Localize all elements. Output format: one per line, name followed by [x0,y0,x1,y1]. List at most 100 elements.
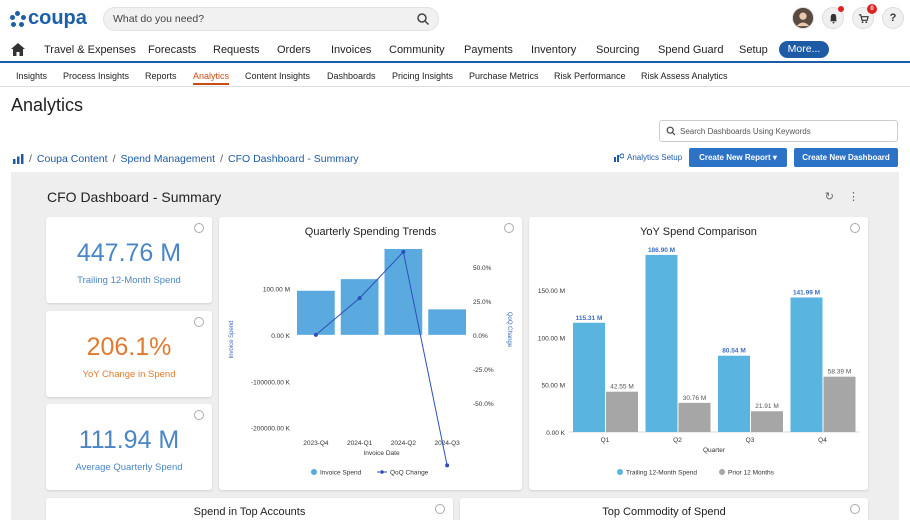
subnav-risk-performance[interactable]: Risk Performance [554,71,626,81]
bell-icon [829,13,837,24]
nav-sourcing[interactable]: Sourcing [596,44,640,56]
y2-tick-label: 50.0% [473,265,492,272]
card-title: Spend in Top Accounts [193,506,306,518]
breadcrumb: / Coupa Content / Spend Management / CFO… [13,153,359,165]
nav-inventory[interactable]: Inventory [531,44,577,56]
nav-forecasts[interactable]: Forecasts [148,44,197,56]
legend-marker [617,469,623,475]
cart-badge: 0 [867,4,877,14]
settings-icon[interactable] [435,504,445,514]
settings-icon[interactable] [850,223,860,233]
kpi-card-yoy-change: 206.1% YoY Change in Spend [46,311,212,397]
breadcrumb-coupa-content[interactable]: Coupa Content [36,153,108,165]
line-point [445,463,450,468]
y2-tick-label: 0.0% [473,333,488,340]
kpi-card-trailing-spend: 447.76 M Trailing 12-Month Spend [46,217,212,303]
home-icon[interactable] [11,43,25,56]
y-tick-label: -100000.00 K [251,379,291,386]
search-icon [666,126,676,136]
more-vertical-icon[interactable]: ⋮ [848,191,859,203]
subnav-content-insights[interactable]: Content Insights [245,71,311,81]
page-title: Analytics [11,95,84,115]
cart-button[interactable]: 0 [852,4,877,29]
breadcrumb-separator: / [112,153,116,165]
data-label: 115.31 M [576,315,603,322]
line-point [357,296,362,301]
subnav-insights[interactable]: Insights [16,71,48,81]
dashboard-keyword-search[interactable]: Search Dashboards Using Keywords [659,120,898,142]
y-tick-label: 0.00 K [546,430,565,437]
subnav-process-insights[interactable]: Process Insights [63,71,130,81]
keyword-search-input[interactable]: Search Dashboards Using Keywords [680,127,811,136]
coupa-logo[interactable]: coupa [10,7,87,30]
logo-mark-icon [10,10,26,27]
nav-payments[interactable]: Payments [464,44,513,56]
legend-label: QoQ Change [390,470,429,477]
x-tick-label: 2023-Q4 [303,440,329,447]
dashboard-canvas: CFO Dashboard - Summary ↻ ⋮ 447.76 M Tra… [11,172,899,520]
data-label: 21.91 M [755,403,779,410]
bar [645,254,678,432]
bar [606,391,638,432]
data-label: 80.54 M [722,348,746,355]
nav-spend-guard[interactable]: Spend Guard [658,44,724,56]
cart-icon [858,13,869,23]
user-avatar[interactable] [792,7,814,29]
bar [573,322,605,432]
data-label: 141.99 M [793,289,820,296]
nav-invoices[interactable]: Invoices [331,44,372,56]
x-axis-label: Quarter [703,447,726,454]
bar-chart-icon[interactable] [13,154,24,164]
settings-icon[interactable] [194,223,204,233]
refresh-icon[interactable]: ↻ [824,191,834,203]
kpi-value: 206.1% [86,333,172,361]
search-icon[interactable] [416,12,430,26]
x-tick-label: 2024-Q3 [434,440,460,447]
notifications-button[interactable] [822,6,844,29]
subnav-risk-assess-analytics[interactable]: Risk Assess Analytics [641,71,728,81]
create-new-report-button[interactable]: Create New Report ▾ [689,148,787,167]
x-tick-label: Q1 [601,437,610,444]
y-tick-label: 50.00 M [542,383,566,390]
avatar-icon [793,8,813,28]
y2-tick-label: 25.0% [473,299,492,306]
nav-requests[interactable]: Requests [213,44,260,56]
analytics-setup-link[interactable]: Analytics Setup [614,153,682,162]
help-icon: ? [889,12,897,24]
bar [790,297,823,432]
legend-marker [719,469,725,475]
global-search[interactable]: What do you need? [103,7,439,31]
nav-travel-expenses[interactable]: Travel & Expenses [44,44,136,56]
subnav-analytics[interactable]: Analytics [193,71,230,85]
breadcrumb-cfo-dashboard[interactable]: CFO Dashboard - Summary [227,153,359,165]
settings-icon[interactable] [194,317,204,327]
settings-icon[interactable] [850,504,860,514]
kpi-label: Trailing 12-Month Spend [77,275,181,286]
nav-community[interactable]: Community [389,44,445,56]
bar [678,402,711,432]
x-axis-label: Invoice Date [363,450,400,457]
data-label: 30.76 M [683,395,707,402]
more-button[interactable]: More... [779,41,829,58]
main-nav: Travel & Expenses Forecasts Requests Ord… [0,38,910,63]
nav-setup[interactable]: Setup [739,44,768,56]
chart-title: Quarterly Spending Trends [304,226,437,238]
search-input[interactable]: What do you need? [113,13,205,25]
subnav-purchase-metrics[interactable]: Purchase Metrics [469,71,539,81]
chart-card-yoy-comparison: YoY Spend Comparison 150.00 M 100.00 M 50.… [529,217,868,490]
kpi-value: 111.94 M [78,426,180,454]
dashboard-title: CFO Dashboard - Summary [47,189,222,205]
subnav-reports[interactable]: Reports [145,71,177,81]
settings-icon[interactable] [194,410,204,420]
help-button[interactable]: ? [882,7,904,29]
subnav-pricing-insights[interactable]: Pricing Insights [392,71,454,81]
nav-orders[interactable]: Orders [277,44,311,56]
card-spend-top-accounts: Spend in Top Accounts [46,498,453,520]
breadcrumb-spend-management[interactable]: Spend Management [120,153,216,165]
settings-icon[interactable] [504,223,514,233]
kpi-value: 447.76 M [76,239,182,267]
notification-dot [838,6,844,12]
create-new-dashboard-button[interactable]: Create New Dashboard [794,148,898,167]
kpi-label: Average Quarterly Spend [75,462,183,473]
subnav-dashboards[interactable]: Dashboards [327,71,376,81]
